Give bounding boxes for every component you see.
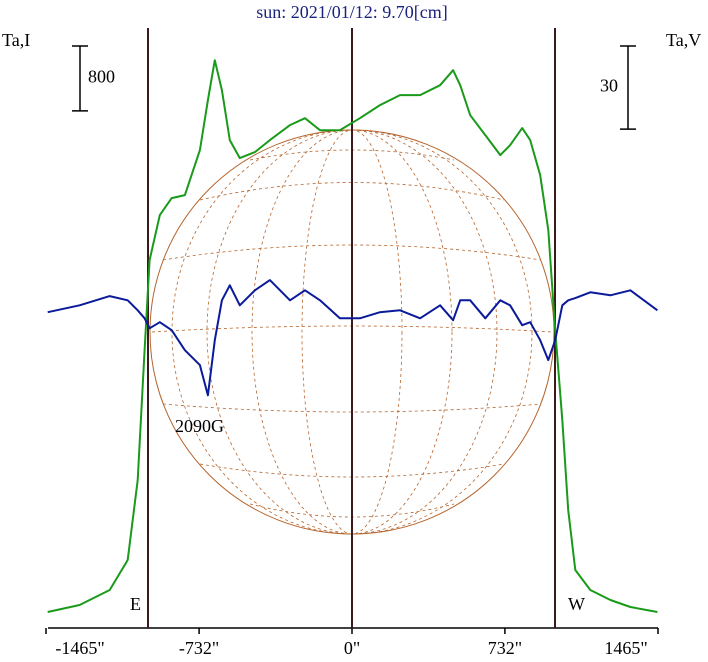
annotation: 2090G <box>175 416 224 436</box>
series-line <box>47 279 658 397</box>
x-tick-label: -732" <box>179 638 219 658</box>
scale-bar-label: 800 <box>88 67 115 87</box>
annotation: W <box>568 594 585 614</box>
x-tick-label: 1465" <box>604 638 647 658</box>
series-line <box>47 59 658 613</box>
y-axis-label: Ta,I <box>2 30 30 50</box>
x-tick-label: 0" <box>344 638 360 658</box>
scale-bar <box>620 45 636 130</box>
chart-title: sun: 2021/01/12: 9.70[cm] <box>256 2 448 22</box>
x-tick-label: 732" <box>488 638 522 658</box>
scale-bar-label: 30 <box>600 76 618 96</box>
annotation: E <box>130 594 141 614</box>
x-tick-label: -1465" <box>55 638 104 658</box>
scale-bar <box>72 45 88 112</box>
y2-axis-label: Ta,V <box>666 30 701 50</box>
